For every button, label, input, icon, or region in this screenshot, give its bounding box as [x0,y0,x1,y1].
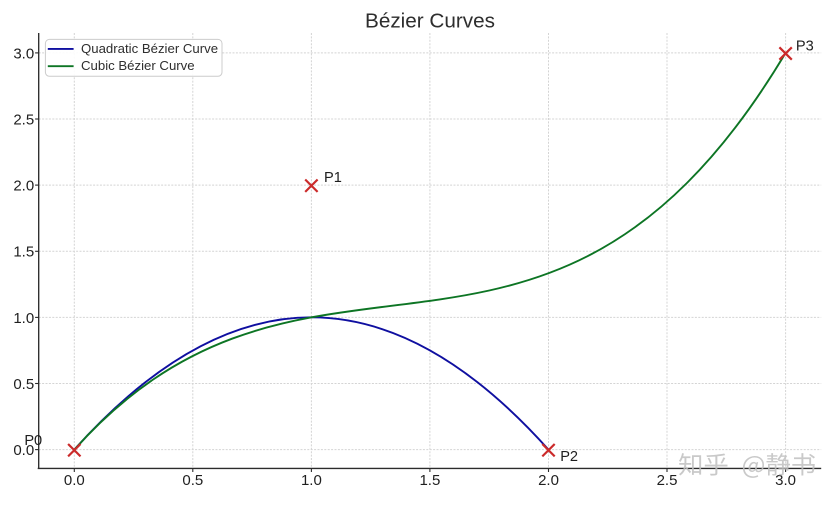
svg-text:1.0: 1.0 [13,310,34,327]
svg-text:3.0: 3.0 [13,45,34,62]
svg-text:1.5: 1.5 [13,244,34,261]
svg-text:2.0: 2.0 [538,472,559,489]
svg-text:3.0: 3.0 [775,472,796,489]
svg-text:Cubic Bézier Curve: Cubic Bézier Curve [81,58,195,73]
svg-text:2.5: 2.5 [657,472,678,489]
svg-text:0.5: 0.5 [13,376,34,393]
svg-text:P1: P1 [324,170,342,186]
svg-text:Bézier Curves: Bézier Curves [365,9,495,32]
svg-text:2.0: 2.0 [13,178,34,195]
svg-text:P0: P0 [24,433,42,449]
svg-text:2.5: 2.5 [13,111,34,128]
svg-text:0.5: 0.5 [182,472,203,489]
svg-text:Quadratic Bézier Curve: Quadratic Bézier Curve [81,41,218,56]
svg-text:P3: P3 [796,39,814,55]
svg-text:1.5: 1.5 [419,472,440,489]
svg-text:P2: P2 [560,449,578,465]
svg-text:0.0: 0.0 [13,442,34,459]
svg-text:0.0: 0.0 [64,472,85,489]
svg-text:1.0: 1.0 [301,472,322,489]
